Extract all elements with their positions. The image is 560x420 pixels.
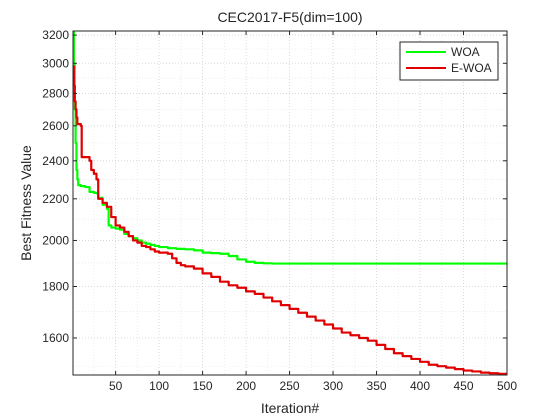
series-line-woa <box>73 31 507 265</box>
x-tick-label: 250 <box>280 379 300 393</box>
legend-box <box>399 41 499 81</box>
y-tick-label: 2200 <box>42 192 69 206</box>
legend-entry-e-woa: E-WOA <box>451 61 492 75</box>
y-tick-label: 1600 <box>42 331 69 345</box>
y-tick-label: 1800 <box>42 280 69 294</box>
y-tick-labels: 1600 1800 2000 2200 2400 2600 2800 3000 3200 <box>42 28 69 345</box>
x-tick-label: 150 <box>193 379 213 393</box>
chart-title: CEC2017-F5(dim=100) <box>217 9 362 25</box>
y-tick-label: 2000 <box>42 233 69 247</box>
x-tick-label: 100 <box>149 379 169 393</box>
legend: WOA E-WOA <box>399 41 499 81</box>
legend-entry-woa: WOA <box>451 45 480 59</box>
x-tick-label: 300 <box>323 379 343 393</box>
y-tick-label: 3000 <box>42 56 69 70</box>
x-tick-label: 400 <box>410 379 430 393</box>
y-tick-label: 2400 <box>42 154 69 168</box>
ticks <box>73 31 508 375</box>
x-tick-label: 500 <box>497 379 517 393</box>
series-line-e-woa <box>73 65 507 375</box>
plot-area <box>73 31 507 375</box>
y-axis-label: Best Fitness Value <box>18 145 34 261</box>
series-layer <box>73 31 507 375</box>
y-tick-label: 3200 <box>42 28 69 42</box>
x-tick-label: 50 <box>109 379 123 393</box>
x-tick-labels: 50 100 150 200 250 300 350 400 450 500 <box>109 379 517 393</box>
y-tick-label: 2800 <box>42 86 69 100</box>
x-tick-label: 450 <box>453 379 473 393</box>
x-tick-label: 200 <box>236 379 256 393</box>
x-tick-label: 350 <box>367 379 387 393</box>
x-axis-label: Iteration# <box>261 400 320 416</box>
grid-minor <box>73 31 507 375</box>
y-tick-label: 2600 <box>42 119 69 133</box>
